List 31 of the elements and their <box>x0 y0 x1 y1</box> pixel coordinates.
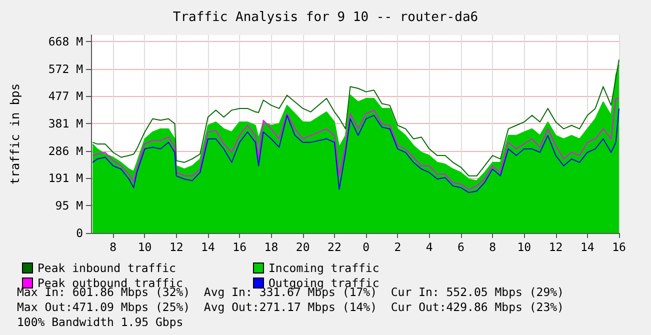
x-tick-label: 20 <box>296 240 310 254</box>
x-tick-label: 10 <box>138 240 152 254</box>
text: Max Out:471.09 Mbps (25%) Avg Out:271.17 Mbps (14%) Cur Out:429.86 Mbps (23%) <box>17 300 564 314</box>
x-tick-label: 8 <box>110 240 117 254</box>
y-tick-label: 477 M <box>48 89 84 104</box>
legend-label: Peak inbound traffic <box>38 261 176 275</box>
x-tick-label: 14 <box>201 240 215 254</box>
y-tick-label: 286 M <box>48 144 84 158</box>
x-tick-label: 0 <box>362 240 370 254</box>
x-tick-label: 10 <box>517 240 532 254</box>
y-tick-label: 381 M <box>48 116 84 131</box>
x-tick-label: 14 <box>580 240 594 254</box>
y-axis-title: traffic in bps <box>8 83 22 185</box>
x-tick-label: 8 <box>489 240 496 254</box>
y-tick-label: 668 M <box>48 34 84 48</box>
x-tick-label: 12 <box>169 240 184 254</box>
legend-label: Incoming traffic <box>268 261 380 275</box>
x-tick-label: 2 <box>394 240 402 254</box>
x-tick-label: 6 <box>457 240 464 254</box>
text: 100% Bandwidth 1.95 Gbps <box>17 315 184 329</box>
x-tick-label: 16 <box>232 240 247 254</box>
x-tick-label: 4 <box>426 240 433 254</box>
chart-title: Traffic Analysis for 9 10 -- router-da6 <box>172 10 478 25</box>
x-tick-label: 16 <box>612 240 626 254</box>
x-tick-label: 12 <box>548 240 563 254</box>
y-tick-label: 572 M <box>48 62 84 76</box>
y-tick-label: 0 <box>76 226 84 240</box>
x-tick-label: 18 <box>264 240 278 254</box>
x-tick-label: 22 <box>328 240 342 254</box>
y-tick-label: 95 M <box>55 198 84 213</box>
y-tick-label: 191 M <box>48 171 84 186</box>
